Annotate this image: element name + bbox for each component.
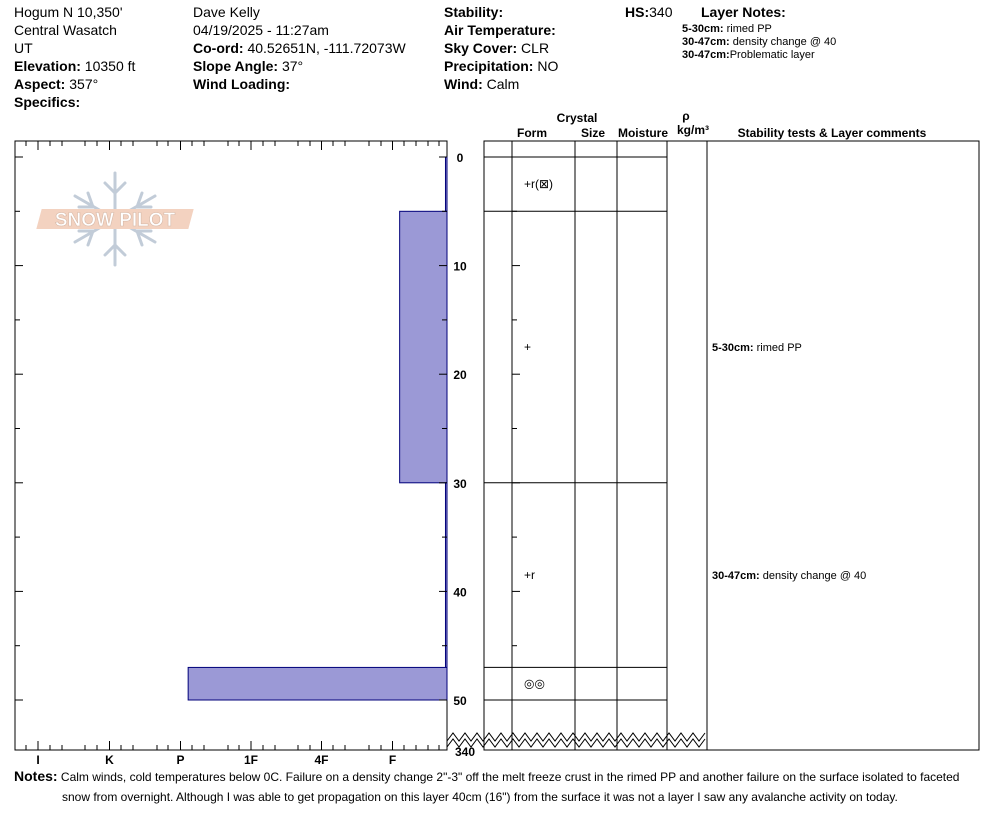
location-name: Hogum N 10,350'	[14, 4, 123, 20]
wind-label: Wind:	[444, 76, 483, 92]
layer-comment-text: density change @ 40	[763, 570, 867, 582]
moisture-header: Moisture	[618, 126, 668, 140]
layer-note: 5-30cm: rimed PP	[682, 23, 772, 35]
precip-label: Precipitation:	[444, 58, 534, 74]
form-header: Form	[517, 126, 547, 140]
wind-loading-row: Wind Loading:	[193, 75, 290, 93]
air-temp-row: Air Temperature:	[444, 21, 556, 39]
snowpilot-logo: SNOW PILOT	[36, 171, 194, 267]
hardness-bar	[187, 666, 448, 701]
depth-tick-label: 20	[453, 368, 467, 382]
elevation-row: Elevation: 10350 ft	[14, 57, 135, 75]
hardness-tick-label: 1F	[244, 753, 258, 767]
sky-value: CLR	[521, 40, 550, 56]
hardness-tick-label: K	[105, 753, 114, 767]
snow-profile-chart: SNOW PILOT I K P 1F 4F F 0 10 20 30 40 50 340 +r(⊠)…	[14, 109, 980, 767]
specifics-label: Specifics:	[14, 94, 81, 110]
density-unit-header: kg/m³	[677, 123, 709, 137]
notes-block: Notes: Calm winds, cold temperatures bel…	[14, 766, 984, 807]
notes-label: Notes:	[14, 768, 58, 784]
hardness-tick-label: 4F	[314, 753, 328, 767]
wind-loading-label: Wind Loading:	[193, 76, 291, 92]
hardness-bar	[444, 156, 448, 212]
coord-label: Co-ord:	[193, 40, 244, 56]
hs-value: 340	[649, 4, 673, 20]
layer-comment-range: 30-47cm:	[712, 570, 763, 582]
depth-break-zigzag	[446, 738, 706, 748]
range-name: Central Wasatch	[14, 22, 117, 38]
precip-row: Precipitation: NO	[444, 57, 558, 75]
specifics-row: Specifics:	[14, 93, 80, 111]
hs-row: HS:340	[625, 3, 672, 21]
crystal-form-symbol: ◎◎	[524, 677, 545, 691]
layer-comment: 5-30cm: rimed PP	[712, 342, 802, 354]
depth-tick-label: 50	[453, 694, 467, 708]
depth-tick-label: 40	[453, 585, 467, 599]
hardness-bar	[444, 482, 448, 668]
depth-break-zigzag	[446, 732, 706, 742]
slope-value: 37°	[281, 58, 304, 74]
stability-row: Stability:	[444, 3, 503, 21]
coord-value: 40.52651N, -111.72073W	[247, 40, 406, 56]
elevation-value: 10350 ft	[84, 58, 136, 74]
depth-tick-label: 10	[453, 260, 467, 274]
crystal-form-symbol: +	[524, 340, 531, 354]
layer-note: 30-47cm:Problematic layer	[682, 49, 815, 61]
precip-value: NO	[537, 58, 559, 74]
observation-datetime: 04/19/2025 - 11:27am	[193, 22, 329, 38]
comments-header: Stability tests & Layer comments	[738, 126, 927, 140]
stability-label: Stability:	[444, 4, 504, 20]
aspect-value: 357°	[69, 76, 99, 92]
layer-comment: 30-47cm: density change @ 40	[712, 570, 866, 582]
layer-notes-title: Layer Notes:	[701, 4, 786, 20]
depth-tick-label: 0	[457, 151, 464, 165]
crystal-header: Crystal	[557, 111, 598, 125]
aspect-label: Aspect:	[14, 76, 66, 92]
coord-row: Co-ord: 40.52651N, -111.72073W	[193, 39, 406, 57]
layer-comment-range: 5-30cm:	[712, 342, 757, 354]
hs-label: HS:	[625, 4, 650, 20]
state-name: UT	[14, 40, 33, 56]
notes-text-line2: snow from overnight. Although I was able…	[62, 790, 898, 804]
sky-row: Sky Cover: CLR	[444, 39, 549, 57]
hardness-tick-label: I	[36, 753, 39, 767]
crystal-form-symbol: +r(⊠)	[524, 177, 553, 191]
layer-comment-text: rimed PP	[757, 342, 802, 354]
elevation-label: Elevation:	[14, 58, 81, 74]
layer-note: 30-47cm: density change @ 40	[682, 36, 837, 48]
depth-break-label: 340	[455, 745, 475, 759]
observer-name: Dave Kelly	[193, 4, 260, 20]
slope-label: Slope Angle:	[193, 58, 279, 74]
crystal-form-symbol: +r	[524, 568, 535, 582]
air-temp-label: Air Temperature:	[444, 22, 556, 38]
rho-header: ρ	[682, 109, 689, 123]
notes-text-line1: Calm winds, cold temperatures below 0C. …	[60, 770, 960, 784]
hardness-tick-label: P	[176, 753, 184, 767]
size-header: Size	[581, 126, 605, 140]
layer-table-frame	[483, 140, 980, 751]
aspect-row: Aspect: 357°	[14, 75, 98, 93]
depth-tick-label: 30	[453, 477, 467, 491]
hardness-bar	[399, 210, 448, 484]
hardness-tick-label: F	[389, 753, 396, 767]
slope-row: Slope Angle: 37°	[193, 57, 303, 75]
sky-label: Sky Cover:	[444, 40, 518, 56]
wind-value: Calm	[486, 76, 520, 92]
wind-row: Wind: Calm	[444, 75, 519, 93]
logo-text: SNOW PILOT	[55, 210, 176, 231]
